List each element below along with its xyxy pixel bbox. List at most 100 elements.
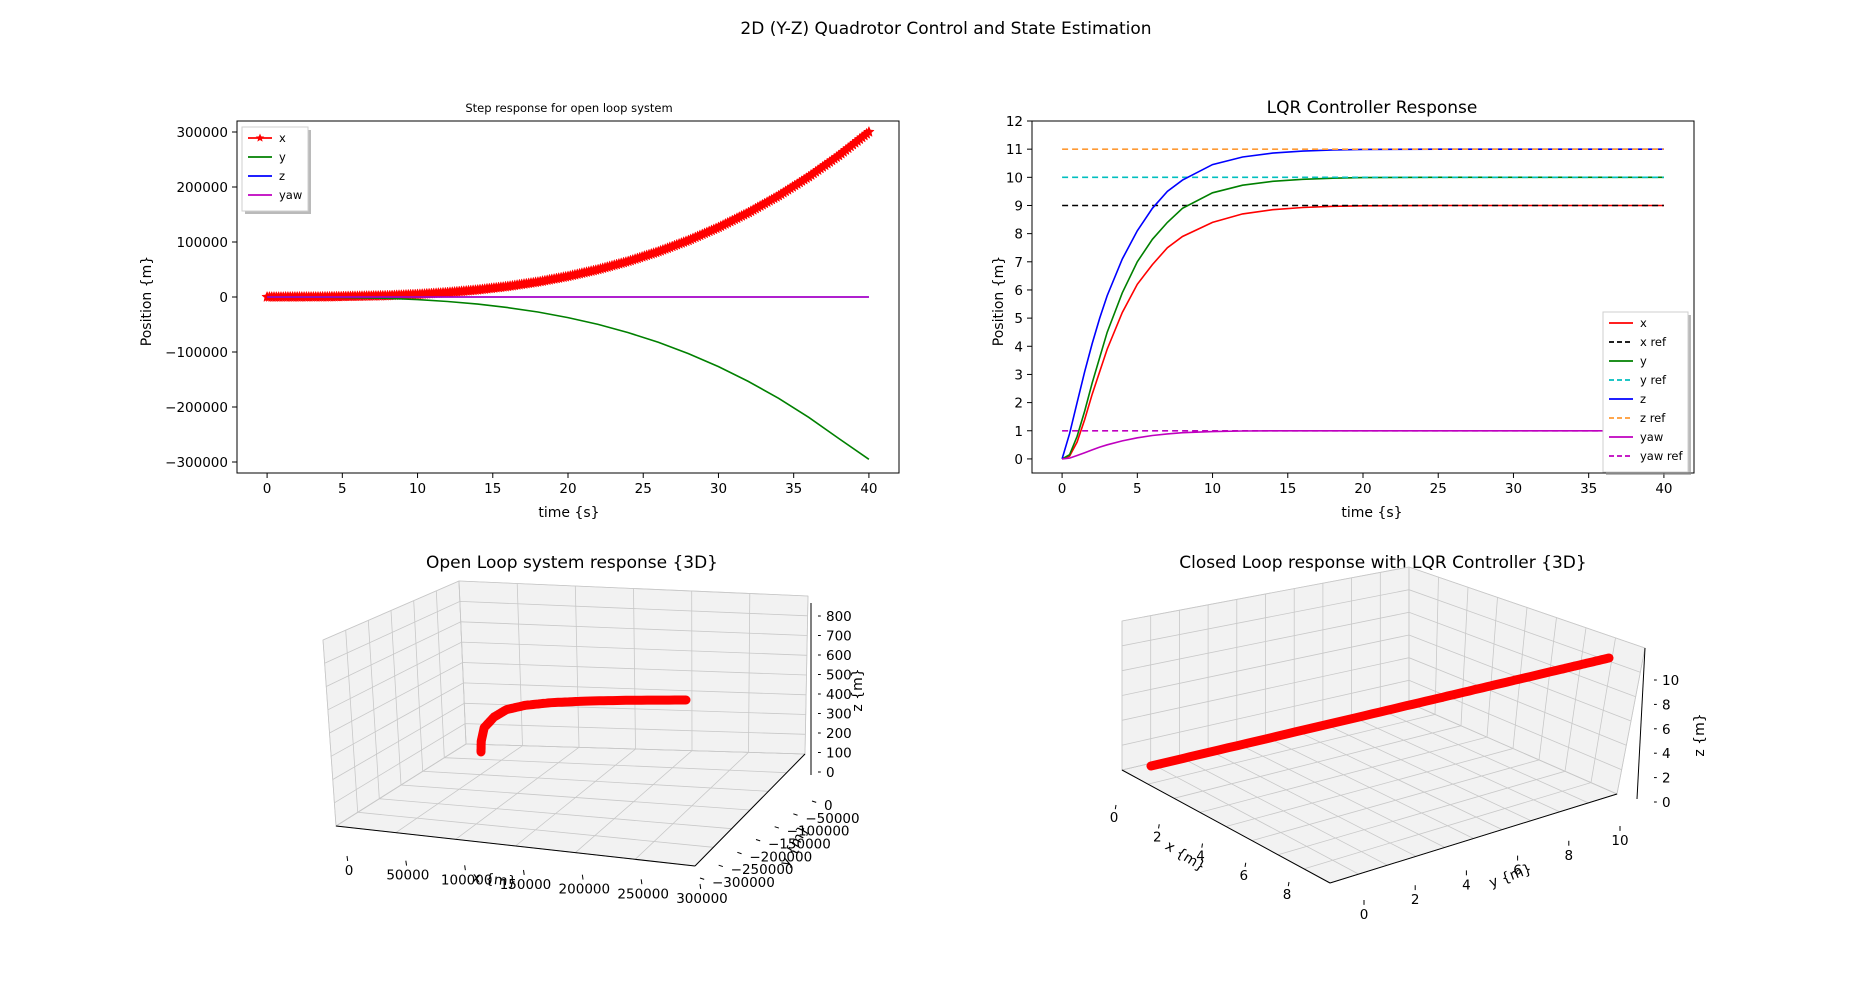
legend: x x ref y y ref z z ref yaw yaw ref	[1602, 311, 1691, 475]
y-tick-label: 12	[1006, 114, 1023, 130]
y-tick-label: 0	[1360, 907, 1369, 923]
y-tick-label: 300000	[176, 125, 228, 141]
x-axis-label: x {m}	[1162, 838, 1208, 875]
z-tick-label: 800	[826, 609, 852, 625]
legend-label: x	[1640, 316, 1647, 330]
open-loop-3d-chart: Open Loop system response {3D} 0 50000 100…	[322, 553, 866, 907]
x-tick-label: 5	[338, 481, 347, 497]
x-tick-label: 15	[1279, 481, 1296, 497]
series-line-y	[1061, 176, 1664, 460]
y-tick-label: 0	[824, 798, 833, 814]
grid-line	[334, 723, 806, 804]
y-tick-label: 9	[1014, 198, 1023, 214]
x-tick-label: 250000	[617, 886, 669, 902]
z-tick-label: 10	[1662, 673, 1679, 689]
x-tick-label-mark	[464, 865, 466, 871]
y-tick-label: −100000	[165, 345, 228, 361]
y-tick-label: −100000	[787, 824, 850, 840]
y-tick-label-mark	[774, 826, 780, 829]
x-tick-label: 50000	[386, 868, 429, 884]
series-line-y	[267, 296, 870, 460]
legend-marker	[255, 133, 265, 142]
x-tick-label: 6	[1239, 868, 1248, 884]
y-tick-label: −200000	[749, 849, 812, 865]
y-tick-label: 4	[1462, 877, 1471, 893]
x-tick-label: 0	[1058, 481, 1067, 497]
chart3-title: Open Loop system response {3D}	[426, 553, 718, 573]
z-axis-label: z {m}	[850, 668, 866, 711]
trajectory-line	[1146, 653, 1614, 771]
x-tick-label: 200000	[559, 882, 611, 898]
legend-frame	[241, 126, 309, 212]
open-loop-step-chart: Step response for open loop system time …	[139, 101, 900, 521]
y-axis-line	[1329, 793, 1618, 884]
x-tick-label: 0	[263, 481, 272, 497]
y-tick-label: −300000	[165, 455, 228, 471]
y-tick-label: 0	[219, 290, 228, 306]
y-tick-label: 1	[1014, 424, 1023, 440]
x-tick-label: 20	[1354, 481, 1371, 497]
grid-line	[335, 743, 806, 827]
y-tick-label: 8	[1014, 227, 1023, 243]
legend-label: x ref	[1640, 335, 1667, 349]
y-tick-label: −150000	[768, 837, 831, 853]
x-tick-label: 25	[1430, 481, 1447, 497]
y-tick-label: 3	[1014, 367, 1023, 383]
z-tick-label: 6	[1662, 722, 1671, 738]
x-tick-label: 4	[1196, 849, 1205, 865]
x-tick-label: 10	[409, 481, 426, 497]
grid-line	[1121, 657, 1627, 746]
grid-line	[1121, 589, 1641, 673]
z-tick-label: 600	[826, 648, 852, 664]
data-point	[863, 125, 875, 137]
grid-line	[327, 641, 807, 711]
z-tick-label: 200	[826, 726, 852, 742]
figure-title: 2D (Y-Z) Quadrotor Control and State Est…	[740, 19, 1151, 39]
grid-line	[324, 600, 808, 664]
x-tick-label: 5	[1133, 481, 1142, 497]
legend-label: yaw	[279, 188, 302, 202]
x-tick-label: 300000	[676, 891, 728, 907]
y-tick-label: 2	[1014, 396, 1023, 412]
y-tick-label: −200000	[165, 400, 228, 416]
z-tick-label: 4	[1662, 746, 1671, 762]
x-tick-label: 150000	[500, 877, 552, 893]
y-tick-label: 0	[1014, 452, 1023, 468]
y-tick-label-mark	[755, 839, 761, 842]
grid-line	[329, 662, 807, 734]
x-tick-label: 35	[785, 481, 802, 497]
y-tick-label: 10	[1611, 833, 1628, 849]
x-tick-label: 2	[1153, 829, 1162, 845]
y-tick-label: −50000	[805, 811, 859, 827]
x-tick-label-mark	[1244, 862, 1247, 868]
legend: xyz yaw	[241, 126, 311, 214]
lqr-response-chart: LQR Controller Response time {s} Positio…	[991, 98, 1695, 521]
trajectory-line	[476, 695, 691, 757]
y-tick-label: 2	[1411, 892, 1420, 908]
z-tick-label: 0	[826, 765, 835, 781]
x-axis-label: x {m}	[472, 870, 518, 891]
y-tick-label: −300000	[712, 875, 775, 891]
x-axis-line	[1121, 769, 1331, 884]
y-tick-label: 8	[1565, 848, 1574, 864]
z-axis-label: z {m}	[1692, 713, 1708, 756]
chart1-title: Step response for open loop system	[465, 101, 672, 115]
x-tick-label-mark	[1287, 881, 1290, 887]
x-tick-label-mark	[699, 883, 702, 889]
x-tick-label: 40	[1655, 481, 1672, 497]
legend-label: z	[279, 169, 285, 183]
chart1-ylabel: Position {m}	[139, 256, 155, 346]
z-tick-label: 100	[826, 746, 852, 762]
z-tick-label: 2	[1662, 771, 1671, 787]
x-tick-label-mark	[523, 869, 525, 875]
y-tick-label: 100000	[176, 235, 228, 251]
z-tick-label: 400	[826, 687, 852, 703]
x-tick-label-mark	[405, 860, 408, 866]
grid-line	[1121, 566, 1646, 649]
grid-line	[322, 580, 809, 641]
y-tick-label: 200000	[176, 180, 228, 196]
z-tick-label: 0	[1662, 795, 1671, 811]
y-tick-label: 4	[1014, 339, 1023, 355]
legend-frame	[1602, 311, 1689, 473]
